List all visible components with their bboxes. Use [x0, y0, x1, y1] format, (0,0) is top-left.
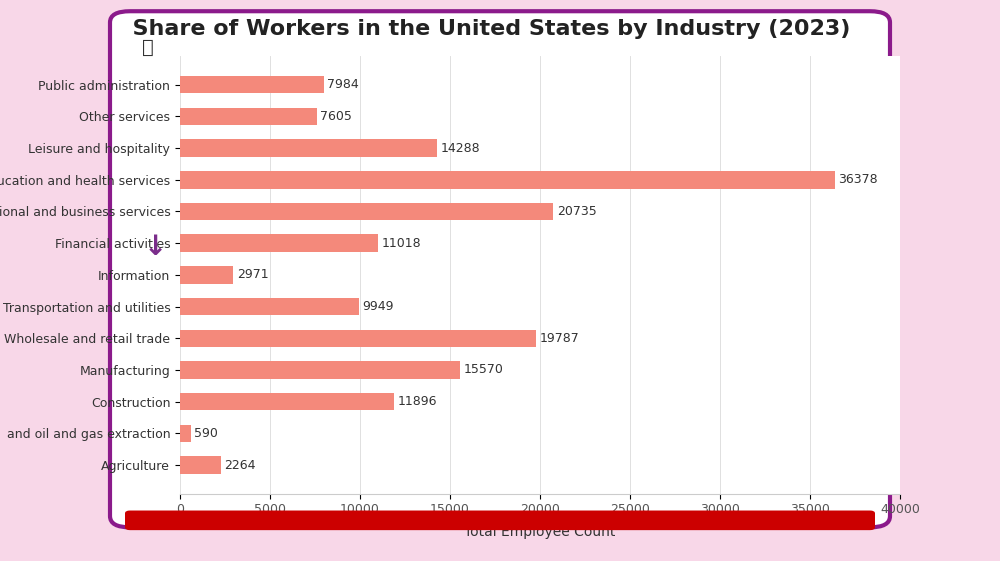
Text: ↓: ↓ [143, 233, 167, 261]
Bar [180, 393, 394, 411]
Bar [180, 234, 378, 252]
Bar [180, 425, 191, 442]
Text: 7605: 7605 [320, 110, 352, 123]
Bar [180, 76, 324, 94]
Bar [180, 108, 317, 125]
Text: 36378: 36378 [838, 173, 878, 186]
Text: 15570: 15570 [464, 364, 504, 376]
Text: 7984: 7984 [327, 78, 359, 91]
Bar [180, 139, 437, 157]
Text: 9949: 9949 [363, 300, 394, 313]
X-axis label: Total Employee Count: Total Employee Count [464, 525, 616, 539]
Text: Share of Workers in the United States by Industry (2023): Share of Workers in the United States by… [86, 19, 851, 39]
Text: 11018: 11018 [382, 237, 422, 250]
Bar [180, 266, 233, 284]
Bar [180, 361, 460, 379]
Text: 14288: 14288 [441, 141, 480, 155]
Text: 11896: 11896 [398, 395, 437, 408]
Bar [180, 329, 536, 347]
Text: 19787: 19787 [540, 332, 580, 345]
Bar [180, 298, 359, 315]
Bar [180, 171, 835, 188]
Text: 2971: 2971 [237, 268, 269, 282]
Text: 2264: 2264 [224, 458, 256, 472]
Bar [180, 456, 221, 474]
Text: 20735: 20735 [557, 205, 597, 218]
Text: 👤: 👤 [142, 38, 154, 57]
Text: 590: 590 [194, 427, 218, 440]
Bar [180, 203, 553, 220]
